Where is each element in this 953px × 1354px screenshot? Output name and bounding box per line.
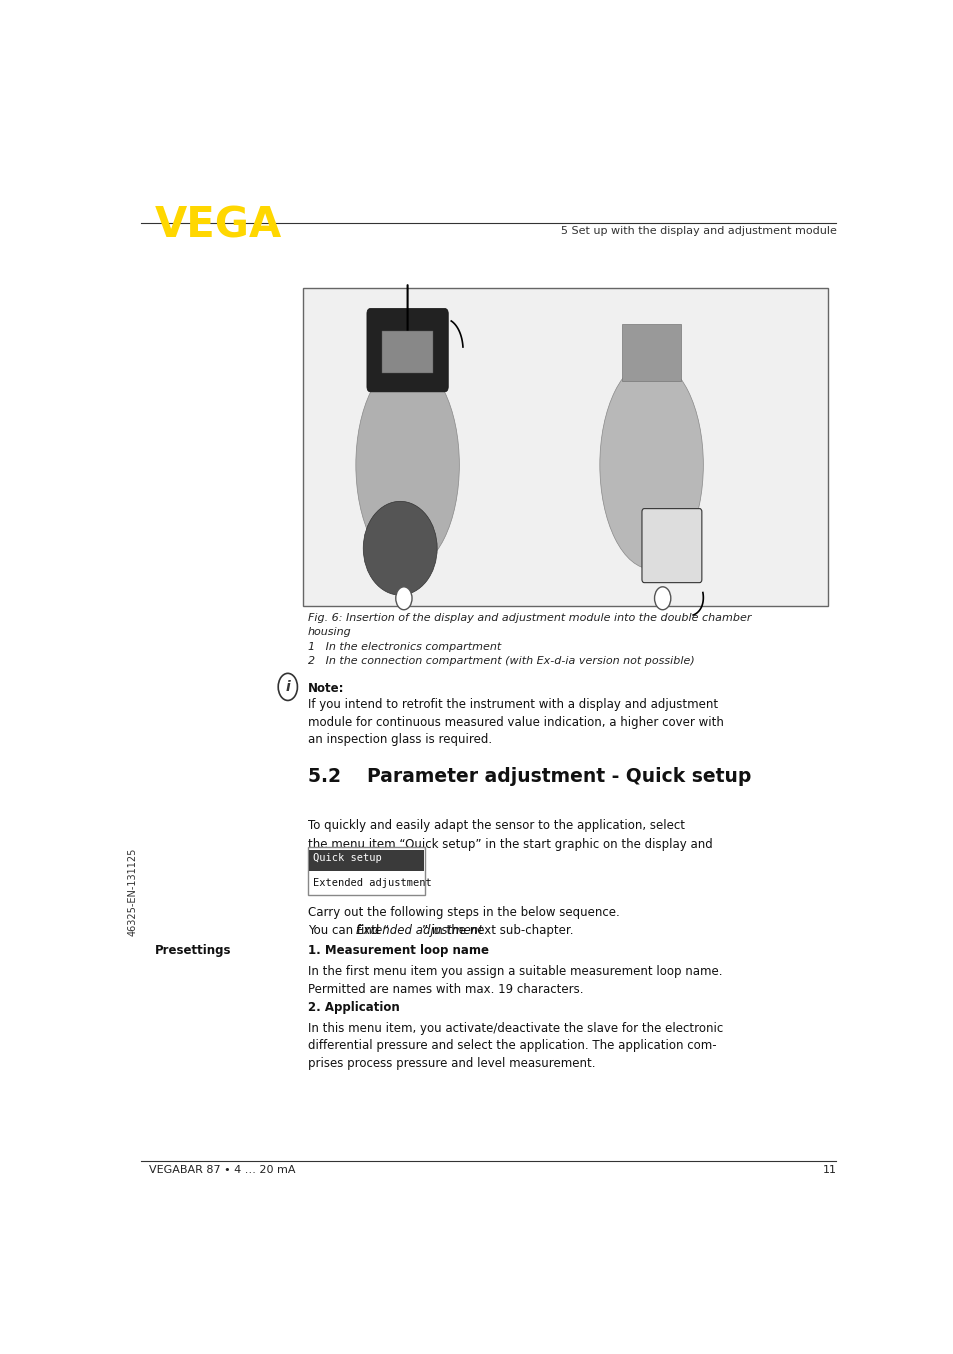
Text: Carry out the following steps in the below sequence.: Carry out the following steps in the bel… — [308, 906, 618, 919]
Text: housing: housing — [308, 627, 351, 638]
FancyBboxPatch shape — [367, 309, 448, 391]
Text: To quickly and easily adapt the sensor to the application, select: To quickly and easily adapt the sensor t… — [308, 819, 684, 833]
Text: In the first menu item you assign a suitable measurement loop name.
Permitted ar: In the first menu item you assign a suit… — [308, 965, 721, 995]
Bar — [381, 332, 433, 374]
Text: 46325-EN-131125: 46325-EN-131125 — [128, 848, 137, 937]
Bar — [621, 324, 680, 382]
Ellipse shape — [363, 501, 436, 596]
Bar — [308, 848, 424, 895]
Text: VEGABAR 87 • 4 … 20 mA: VEGABAR 87 • 4 … 20 mA — [149, 1166, 295, 1175]
Text: 2. Application: 2. Application — [308, 1001, 399, 1014]
Text: VEGA: VEGA — [154, 204, 282, 246]
Text: 5 Set up with the display and adjustment module: 5 Set up with the display and adjustment… — [560, 226, 836, 236]
Text: Extended adjustment: Extended adjustment — [356, 923, 483, 937]
Text: adjustment module.: adjustment module. — [308, 857, 427, 869]
Bar — [302, 287, 826, 605]
Text: Note:: Note: — [308, 681, 344, 695]
Text: 2: 2 — [659, 594, 664, 603]
Text: 5.2    Parameter adjustment - Quick setup: 5.2 Parameter adjustment - Quick setup — [308, 768, 750, 787]
Text: In this menu item, you activate/deactivate the slave for the electronic
differen: In this menu item, you activate/deactiva… — [308, 1021, 722, 1070]
Text: the menu item “Quick setup” in the start graphic on the display and: the menu item “Quick setup” in the start… — [308, 838, 712, 852]
Text: 1   In the electronics compartment: 1 In the electronics compartment — [308, 642, 500, 653]
Text: If you intend to retrofit the instrument with a display and adjustment
module fo: If you intend to retrofit the instrument… — [308, 699, 723, 746]
Text: Presettings: Presettings — [154, 945, 231, 957]
Circle shape — [654, 586, 670, 609]
Ellipse shape — [355, 360, 459, 569]
Bar — [308, 849, 423, 872]
Text: 1. Measurement loop name: 1. Measurement loop name — [308, 945, 488, 957]
Text: Quick setup: Quick setup — [313, 853, 381, 862]
Text: ” in the next sub-chapter.: ” in the next sub-chapter. — [422, 923, 574, 937]
Text: 11: 11 — [821, 1166, 836, 1175]
Text: 2   In the connection compartment (with Ex-d-ia version not possible): 2 In the connection compartment (with Ex… — [308, 655, 694, 666]
Text: 1: 1 — [401, 594, 406, 603]
Text: Extended adjustment: Extended adjustment — [313, 877, 432, 888]
Ellipse shape — [599, 360, 702, 569]
Circle shape — [278, 673, 297, 700]
Circle shape — [395, 586, 412, 609]
Text: i: i — [285, 680, 290, 693]
Text: You can find “: You can find “ — [308, 923, 389, 937]
FancyBboxPatch shape — [641, 509, 701, 582]
Text: Fig. 6: Insertion of the display and adjustment module into the double chamber: Fig. 6: Insertion of the display and adj… — [308, 613, 751, 623]
